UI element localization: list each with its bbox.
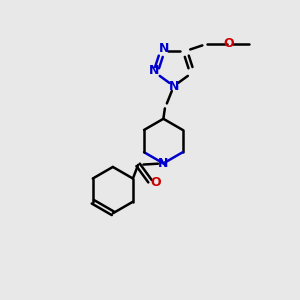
Text: N: N <box>169 80 179 93</box>
Text: O: O <box>223 37 233 50</box>
Text: N: N <box>149 64 159 77</box>
Text: O: O <box>150 176 161 189</box>
Text: N: N <box>158 157 169 170</box>
Text: N: N <box>159 42 169 55</box>
